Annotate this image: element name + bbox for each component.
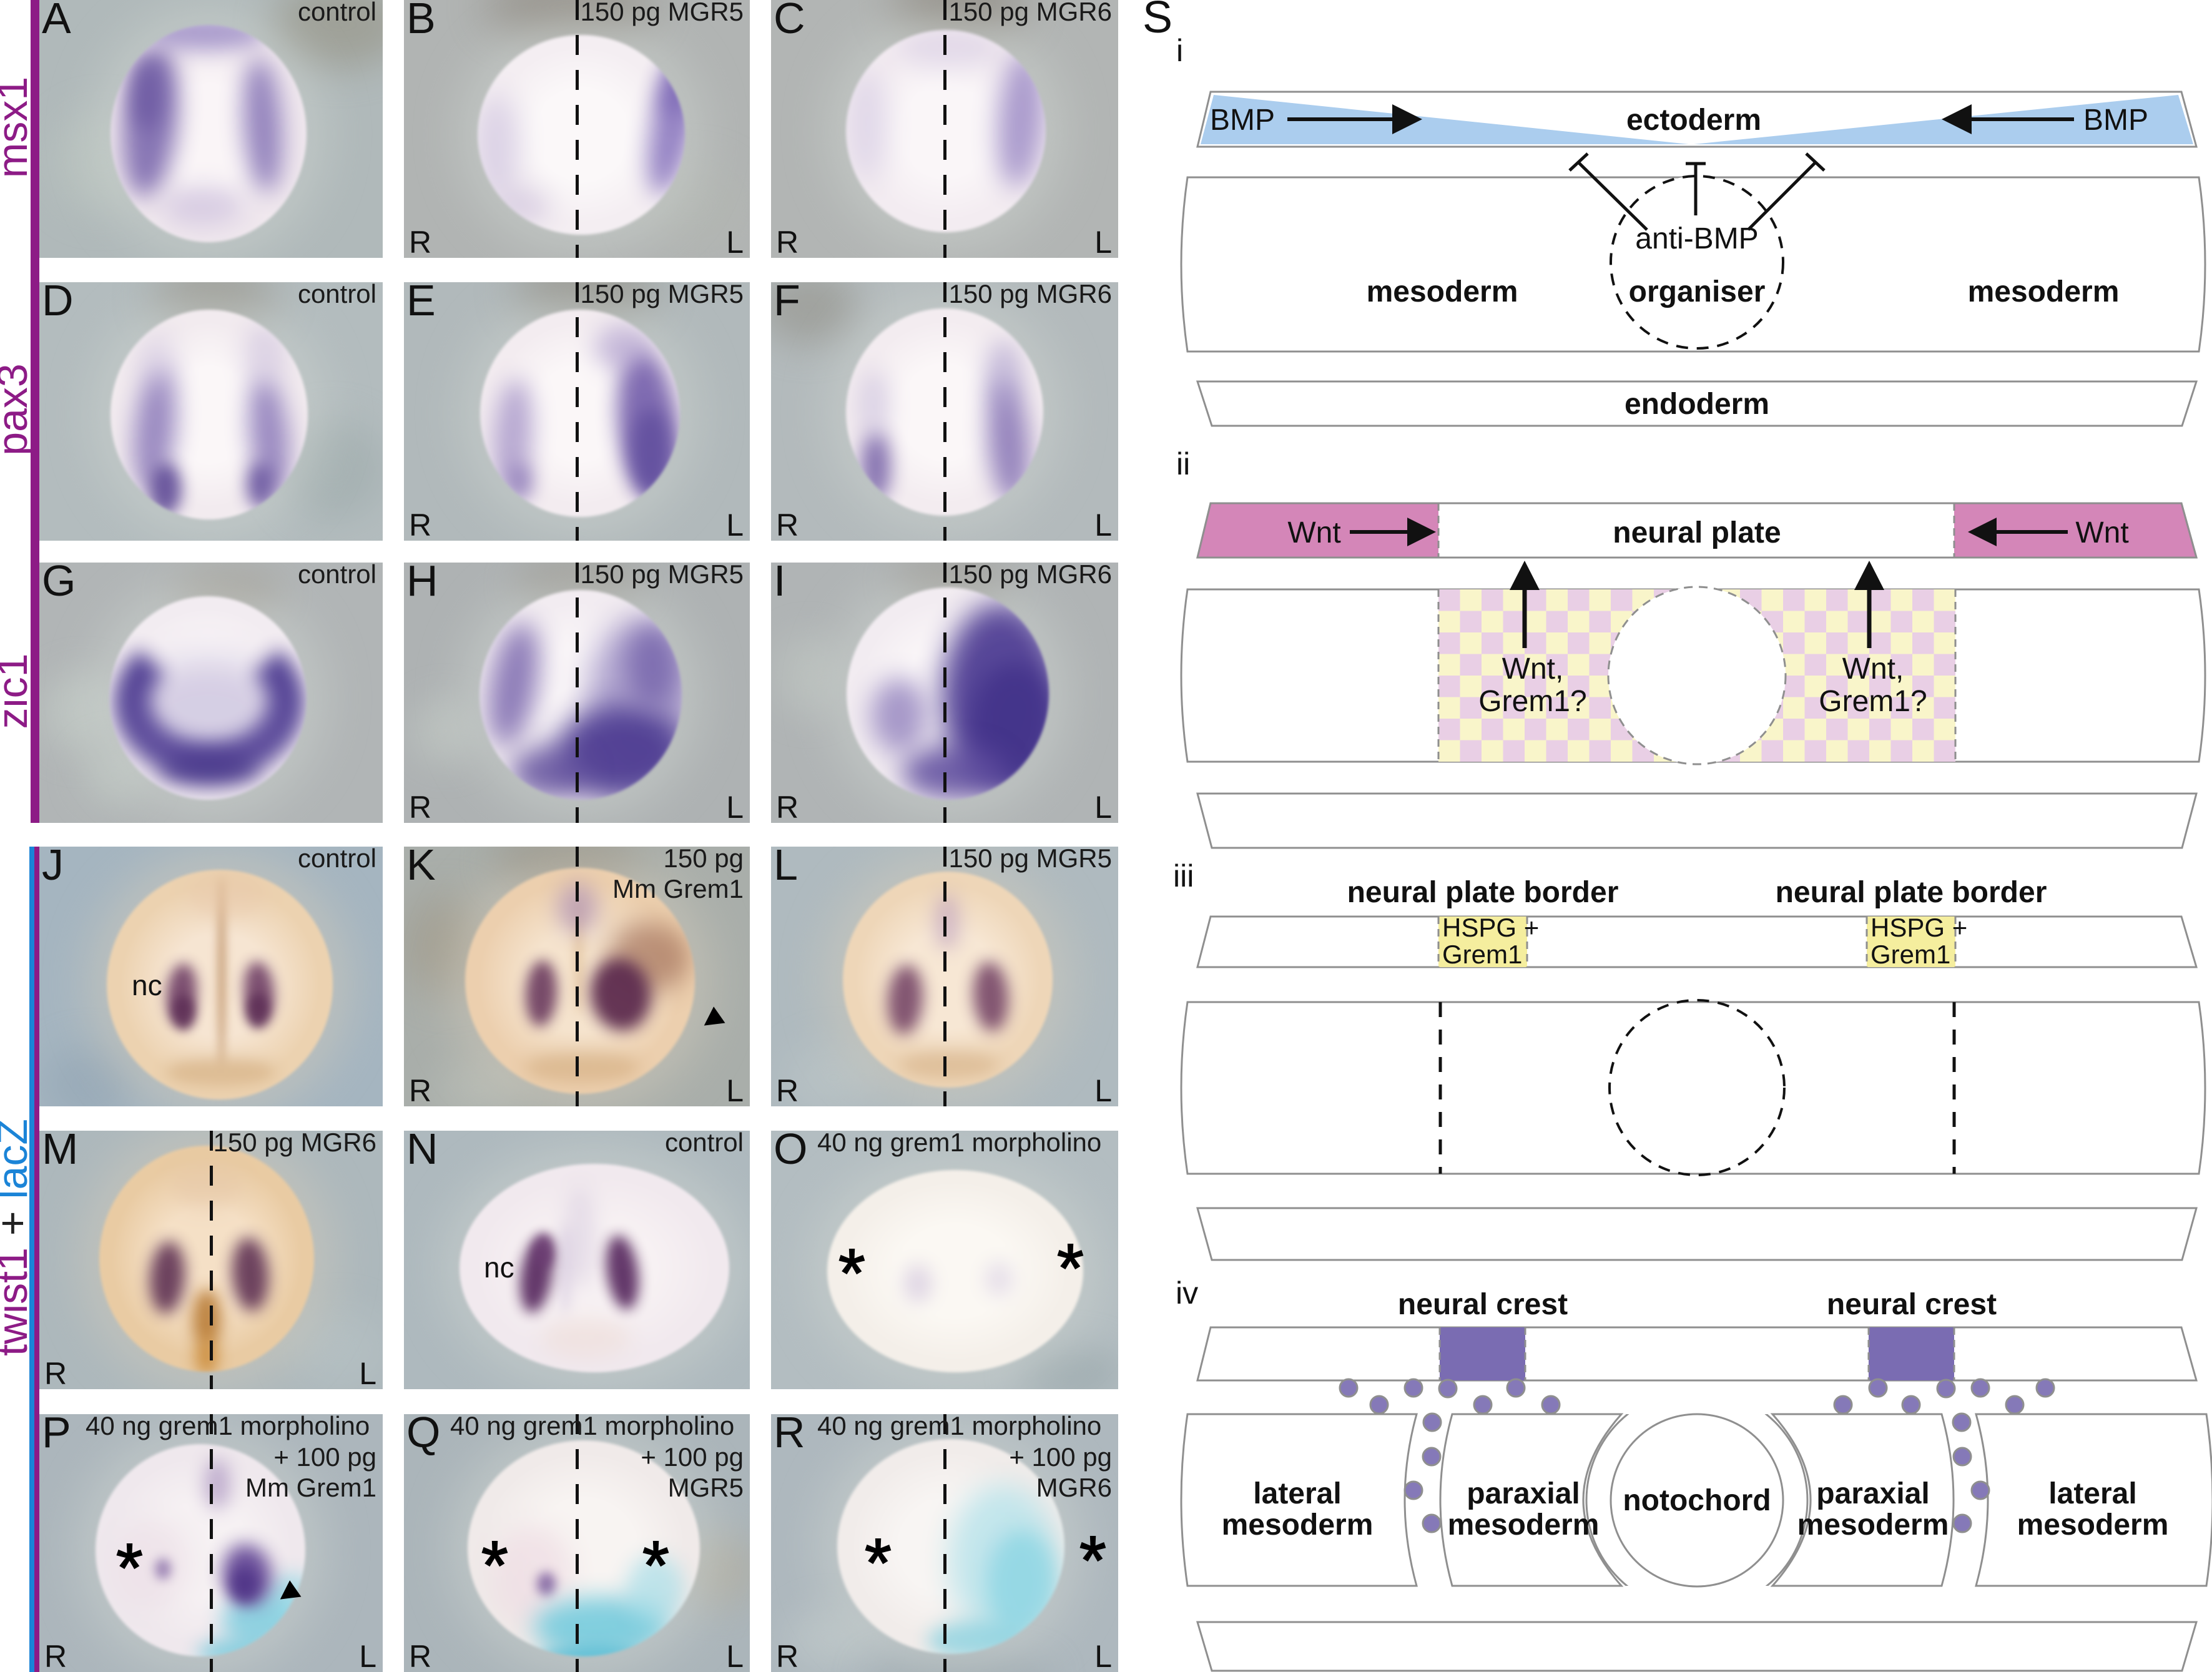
svg-text:neural crest: neural crest [1827,1288,1997,1321]
svg-text:ectoderm: ectoderm [1626,104,1761,137]
svg-text:lateral: lateral [2048,1477,2136,1510]
svg-text:mesoderm: mesoderm [1367,275,1518,308]
svg-text:mesoderm: mesoderm [2017,1508,2169,1542]
svg-text:Grem1: Grem1 [1442,940,1522,969]
svg-text:neural plate border: neural plate border [1776,876,2047,909]
svg-text:mesoderm: mesoderm [1222,1508,1374,1542]
svg-text:Wnt: Wnt [2075,516,2128,549]
svg-text:BMP: BMP [1210,104,1275,137]
svg-text:Grem1: Grem1 [1870,940,1950,969]
svg-text:Wnt,: Wnt, [1502,652,1564,686]
svg-text:organiser: organiser [1629,275,1766,308]
svg-text:ii: ii [1176,446,1190,481]
svg-text:S: S [1143,0,1172,42]
svg-text:Grem1?: Grem1? [1819,685,1927,718]
svg-text:lateral: lateral [1253,1477,1341,1510]
svg-text:BMP: BMP [2083,104,2148,137]
svg-text:Wnt: Wnt [1287,516,1340,549]
svg-text:Grem1?: Grem1? [1478,685,1586,718]
svg-text:neural crest: neural crest [1398,1288,1568,1321]
svg-text:neural plate border: neural plate border [1347,876,1619,909]
svg-text:i: i [1176,33,1183,68]
svg-text:neural plate: neural plate [1613,516,1781,549]
svg-text:paraxial: paraxial [1467,1477,1580,1510]
svg-text:Wnt,: Wnt, [1842,652,1904,686]
svg-text:iv: iv [1176,1276,1198,1311]
svg-text:HSPG +: HSPG + [1870,913,1967,942]
svg-text:notochord: notochord [1623,1484,1771,1517]
svg-text:mesoderm: mesoderm [1968,275,2120,308]
svg-text:endoderm: endoderm [1625,388,1769,421]
svg-text:mesoderm: mesoderm [1797,1508,1949,1542]
svg-text:anti-BMP: anti-BMP [1635,222,1758,255]
svg-text:HSPG +: HSPG + [1442,913,1539,942]
svg-text:paraxial: paraxial [1816,1477,1929,1510]
svg-text:mesoderm: mesoderm [1448,1508,1600,1542]
svg-text:iii: iii [1173,858,1194,893]
